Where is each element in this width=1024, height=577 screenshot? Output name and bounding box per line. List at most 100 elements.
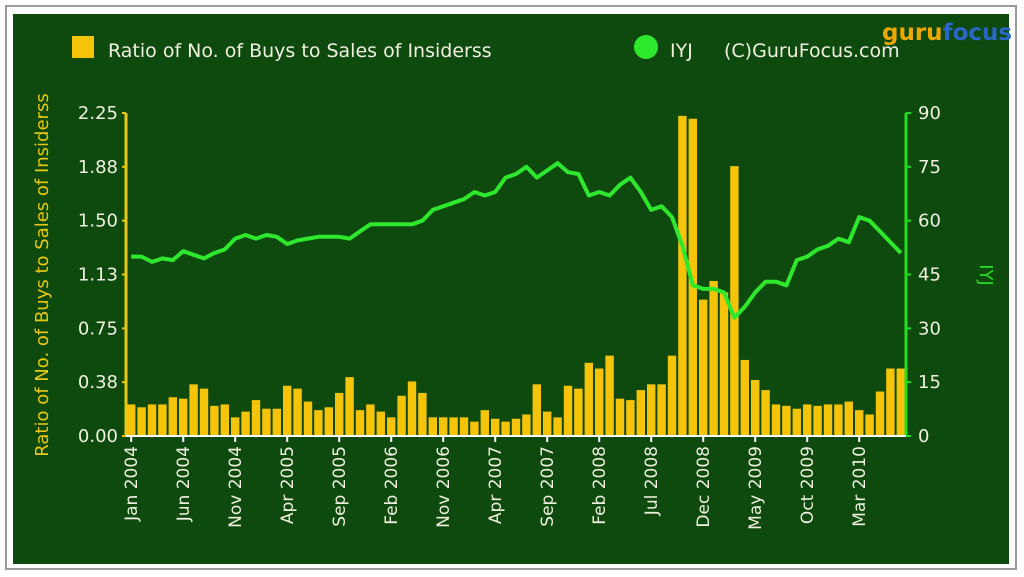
bar [543,411,552,436]
bar [730,166,739,437]
y-axis-right-title: IYJ [975,264,996,286]
bar [844,401,853,436]
bar [127,404,136,436]
bar [199,388,209,436]
bar [699,299,708,436]
bar [636,390,645,436]
bar [688,118,697,437]
bar [324,407,333,436]
bar [834,404,843,436]
x-tick-label: Dec 2008 [694,446,714,528]
bar [491,418,500,436]
x-tick-label: Sep 2007 [538,446,558,527]
x-tick-label: Oct 2009 [798,446,818,524]
legend-bar-swatch [72,36,94,58]
logo-part-1: guru [882,20,943,46]
x-tick-label: Nov 2006 [434,446,454,528]
legend-line-swatch [634,35,658,59]
bar [896,368,905,436]
bar [387,417,396,436]
bar [719,292,729,436]
bar [875,391,885,436]
logo-part-2: focus [943,20,1013,46]
bar [272,408,281,436]
x-tick-label: May 2009 [746,446,766,530]
bar [355,410,365,436]
bar [220,404,229,436]
bar [563,385,573,436]
bar [314,410,323,436]
x-tick-label: Jul 2008 [642,446,662,516]
bar [231,417,240,436]
legend-copyright: (C)GuruFocus.com [724,40,900,62]
bar [678,115,687,437]
bar [532,384,541,436]
bar [751,380,760,436]
series-line [131,161,903,320]
y-tick-label-right: 90 [918,103,941,124]
bar [855,410,864,436]
bar [345,377,354,436]
bar [335,392,344,436]
bar [397,395,406,436]
bar [522,414,531,436]
bar [865,414,874,436]
bar [553,417,562,436]
bar [283,385,292,436]
bar [771,404,781,436]
x-tick-label: Mar 2010 [850,446,870,527]
x-tick-label: Apr 2005 [278,446,298,524]
y-tick-label-right: 15 [918,372,941,393]
bar [241,411,250,436]
bar [657,384,666,436]
bar [376,411,385,436]
bar [886,368,895,436]
y-tick-label-right: 0 [918,426,929,447]
bar [740,359,749,436]
bar [803,404,812,436]
bar [293,388,302,436]
x-tick-label: Nov 2004 [226,446,246,528]
bar [459,417,469,436]
x-tick-label: Feb 2008 [590,446,610,525]
bar [667,355,677,436]
bar [605,355,614,436]
bar [189,384,198,436]
bar [615,398,625,436]
y-tick-label-left: 1.88 [78,157,118,178]
x-tick-label: Apr 2007 [486,446,506,524]
y-tick-label-left: 0.00 [78,426,118,447]
bar [823,404,833,436]
bar-series [127,115,905,437]
bar [262,408,271,436]
bar [168,397,177,436]
x-tick-label: Jun 2004 [174,446,194,522]
bar [179,398,188,436]
y-tick-label-left: 1.50 [78,211,118,232]
bar [480,410,489,436]
bar [147,404,157,436]
bar [574,388,583,436]
bar [782,405,791,436]
tick-labels: 0.00 0.38 0.75 1.13 1.50 1.88 2.25 0 15 30 45 60 75 9… [78,103,941,530]
logo: gurufocus [882,20,1012,46]
bar [137,407,146,436]
bar [647,384,656,436]
bar [813,405,822,436]
y-tick-label-right: 75 [918,157,941,178]
y-tick-label-right: 45 [918,265,941,286]
bar [584,362,593,436]
bar [439,417,448,436]
bar [428,417,437,436]
bar [709,280,718,436]
bar [418,392,427,436]
y-tick-label-left: 0.38 [78,372,118,393]
y-tick-label-left: 2.25 [78,103,118,124]
y-axis-left-title: Ratio of No. of Buys to Sales of Insider… [32,93,53,456]
bar [470,421,479,436]
bar [511,418,521,436]
bar [158,404,167,436]
line-series [131,161,903,320]
legend-bar-label: Ratio of No. of Buys to Sales of Insider… [108,40,492,62]
